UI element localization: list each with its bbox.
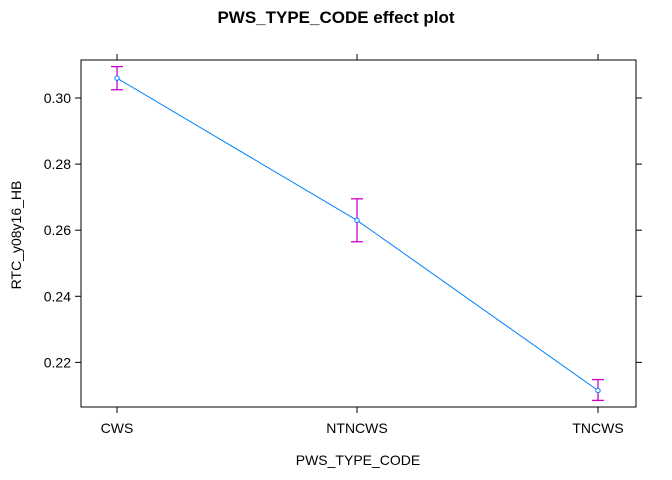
x-axis-title: PWS_TYPE_CODE	[296, 452, 420, 468]
chart-title: PWS_TYPE_CODE effect plot	[217, 8, 454, 27]
x-tick-label: CWS	[101, 420, 134, 436]
plot-marks	[111, 65, 604, 402]
y-tick-label: 0.24	[44, 288, 71, 304]
y-tick-label: 0.28	[44, 156, 71, 172]
x-tick-label: TNCWS	[572, 420, 623, 436]
y-tick-label: 0.26	[44, 222, 71, 238]
data-point	[354, 217, 360, 223]
plot-frame	[80, 59, 637, 408]
data-point	[595, 387, 601, 394]
axis-ticks: CWS NTNCWS TNCWS 0.22 0.24 0.26 0.28 0.30	[44, 54, 642, 436]
y-axis-title: RTC_y08y16_HB	[8, 181, 24, 290]
y-tick-label: 0.22	[44, 354, 71, 370]
x-tick-label: NTNCWS	[326, 420, 387, 436]
data-point	[114, 75, 120, 81]
y-tick-label: 0.30	[44, 90, 71, 106]
